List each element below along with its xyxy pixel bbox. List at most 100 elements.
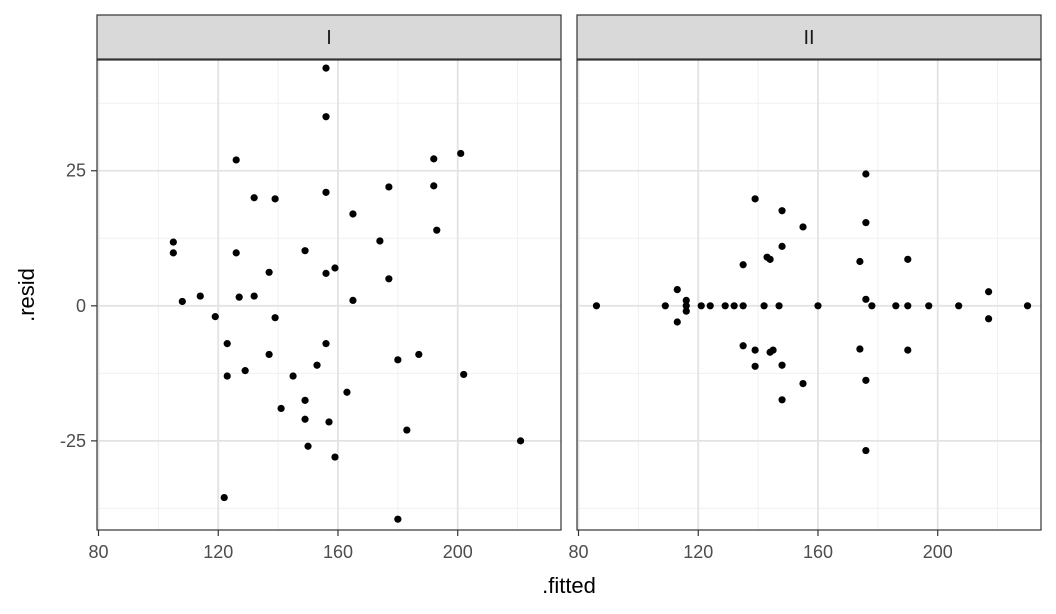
data-point [385,275,393,283]
data-point [985,288,993,296]
data-point [313,361,321,369]
data-point [751,346,759,354]
x-tick-label: 120 [683,542,713,562]
data-point [241,367,249,375]
y-tick-label: -25 [60,431,86,451]
data-point [178,297,186,306]
data-point [265,268,273,276]
panel-background [577,60,1041,530]
data-point [799,223,807,231]
x-axis-title: .fitted [542,573,596,598]
data-point [301,247,309,255]
data-point [250,194,258,202]
data-point [223,340,231,348]
data-point [739,302,747,310]
data-point [322,113,330,121]
data-point [904,346,912,354]
x-tick-label: 80 [88,542,108,562]
data-point [799,379,807,388]
data-point [169,238,177,246]
panel-background [97,60,561,530]
data-point [730,302,738,310]
data-point [673,285,681,294]
data-point [277,404,285,413]
x-tick-label: 80 [568,542,588,562]
facet-strip [96,14,562,60]
data-point [403,426,411,434]
data-point [223,372,231,380]
data-point [856,257,864,266]
data-point [322,340,330,348]
facet-strip-label: II [803,27,814,49]
data-point [430,155,438,163]
data-point [460,370,468,379]
data-point [862,446,870,455]
data-point [289,372,297,380]
data-point [349,296,357,305]
data-point [862,170,870,178]
data-point [862,219,870,227]
data-point [433,226,441,234]
data-point [868,302,876,310]
facet-strip [576,14,1042,60]
data-point [220,493,228,502]
data-point [697,302,705,310]
data-point [706,302,714,310]
facet-panels: I II [96,14,1042,531]
data-point [516,437,525,445]
facet-strip-label: I [326,27,332,49]
y-axis: -25 0 25 [60,161,97,451]
data-point [904,255,912,263]
x-tick-label: 160 [803,542,833,562]
data-point [778,242,786,250]
panel-border [576,59,1042,531]
x-tick-label: 120 [203,542,233,562]
y-tick-label: 0 [76,296,86,316]
data-point [196,292,204,300]
data-point [301,415,309,423]
x-tick-label: 160 [323,542,353,562]
data-point [349,210,357,218]
data-point [661,302,669,310]
data-point [1023,302,1032,310]
data-point [739,342,747,350]
data-point [394,515,402,523]
data-point [376,237,384,245]
data-point [682,307,690,315]
data-point [169,249,177,257]
data-point [211,313,219,321]
facet-panel-1: I [96,14,562,531]
data-point [301,396,309,404]
data-point [232,249,240,257]
data-point [430,182,438,190]
data-point [778,207,786,215]
data-point [232,156,240,164]
data-point [265,350,273,359]
panel-border [96,59,562,531]
data-point [985,315,993,323]
data-point [862,376,870,384]
data-point [271,195,279,203]
data-point [592,302,601,310]
data-point [778,361,786,369]
data-point [325,418,333,426]
data-point [778,396,786,404]
data-point [682,296,690,305]
data-point [331,453,339,461]
data-point [304,442,312,450]
data-point [775,302,783,310]
y-tick-label: 25 [66,161,86,181]
data-point [760,302,768,310]
data-point [751,362,759,370]
data-point [271,314,279,322]
data-point [322,64,330,72]
data-point [682,302,690,310]
data-point [331,264,339,272]
data-point [766,255,774,263]
x-axes: 80 120 160 200 80 120 160 200 [88,530,953,562]
data-point [250,292,258,300]
data-point [322,269,330,277]
data-point [892,302,900,310]
data-point [322,188,330,196]
